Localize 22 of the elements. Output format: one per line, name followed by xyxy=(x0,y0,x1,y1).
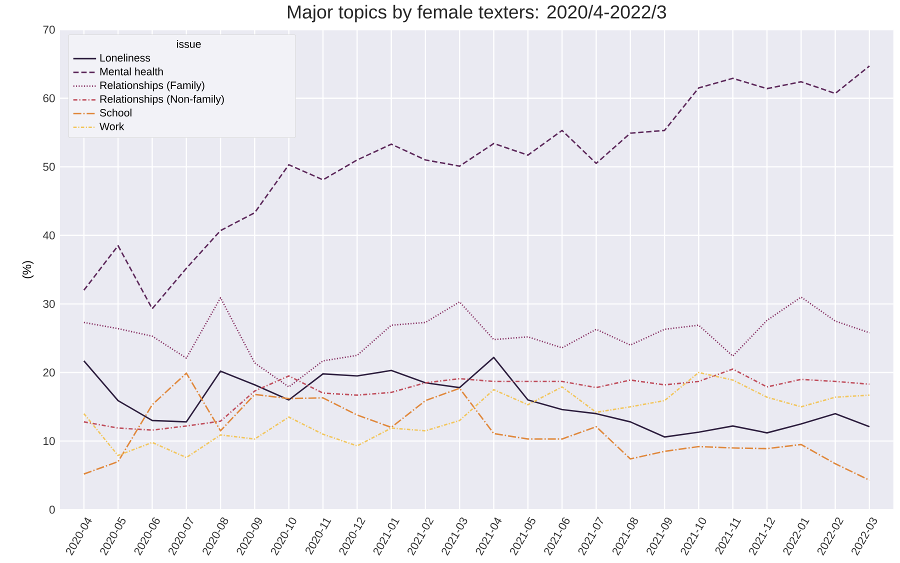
line-series xyxy=(83,372,870,458)
legend-label: Relationships (Family) xyxy=(100,81,204,92)
y-axis-title: (%) xyxy=(22,261,34,278)
legend-label: Work xyxy=(100,122,124,130)
y-tick-label: 40 xyxy=(42,232,55,240)
line-series xyxy=(83,356,870,438)
y-tick-label: 0 xyxy=(49,506,55,514)
legend-label: Mental health xyxy=(100,68,163,76)
y-tick-label: 50 xyxy=(43,162,55,171)
y-tick-label: 70 xyxy=(43,26,55,34)
y-tick-label: 60 xyxy=(43,94,55,102)
legend-label: Loneliness xyxy=(100,54,150,62)
chart-title: Major topics by female texters: 2020/4-2022/3 xyxy=(288,5,666,22)
line-series xyxy=(83,296,870,388)
line-series xyxy=(83,65,870,310)
legend-label: School xyxy=(100,108,132,117)
y-tick-label: 10 xyxy=(44,437,55,446)
legend-label: Relationships (Non-family) xyxy=(100,95,224,106)
y-tick-label: 20 xyxy=(43,368,55,377)
legend-title: issue xyxy=(177,40,201,48)
line-series xyxy=(83,372,870,482)
y-tick-label: 30 xyxy=(43,300,55,308)
